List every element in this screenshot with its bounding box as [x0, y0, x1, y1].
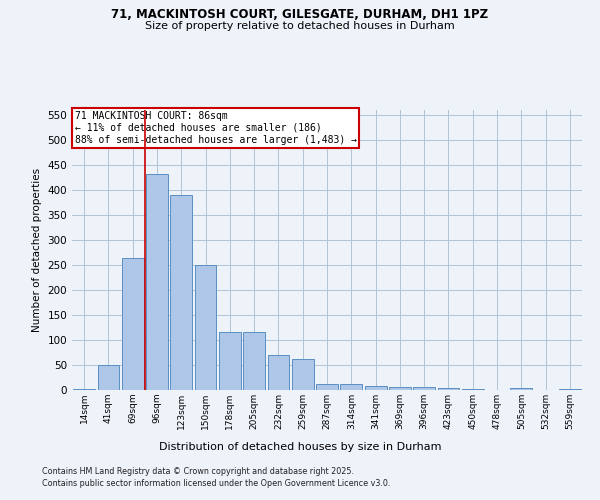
Bar [73, 388, 95, 390]
Bar [511, 388, 532, 390]
Bar [559, 388, 581, 390]
Bar [462, 388, 484, 390]
Bar [219, 332, 241, 390]
Text: Contains HM Land Registry data © Crown copyright and database right 2025.: Contains HM Land Registry data © Crown c… [42, 468, 354, 476]
Y-axis label: Number of detached properties: Number of detached properties [32, 168, 42, 332]
Bar [194, 265, 217, 390]
Bar [340, 384, 362, 390]
Bar [365, 386, 386, 390]
Text: Contains public sector information licensed under the Open Government Licence v3: Contains public sector information licen… [42, 479, 391, 488]
Text: Size of property relative to detached houses in Durham: Size of property relative to detached ho… [145, 21, 455, 31]
Bar [268, 355, 289, 390]
Text: 71 MACKINTOSH COURT: 86sqm
← 11% of detached houses are smaller (186)
88% of sem: 71 MACKINTOSH COURT: 86sqm ← 11% of deta… [74, 112, 356, 144]
Bar [243, 332, 265, 390]
Bar [316, 384, 338, 390]
Bar [292, 359, 314, 390]
Text: Distribution of detached houses by size in Durham: Distribution of detached houses by size … [159, 442, 441, 452]
Bar [389, 386, 411, 390]
Bar [437, 388, 460, 390]
Text: 71, MACKINTOSH COURT, GILESGATE, DURHAM, DH1 1PZ: 71, MACKINTOSH COURT, GILESGATE, DURHAM,… [112, 8, 488, 20]
Bar [97, 364, 119, 390]
Bar [146, 174, 168, 390]
Bar [122, 258, 143, 390]
Bar [170, 195, 192, 390]
Bar [413, 387, 435, 390]
